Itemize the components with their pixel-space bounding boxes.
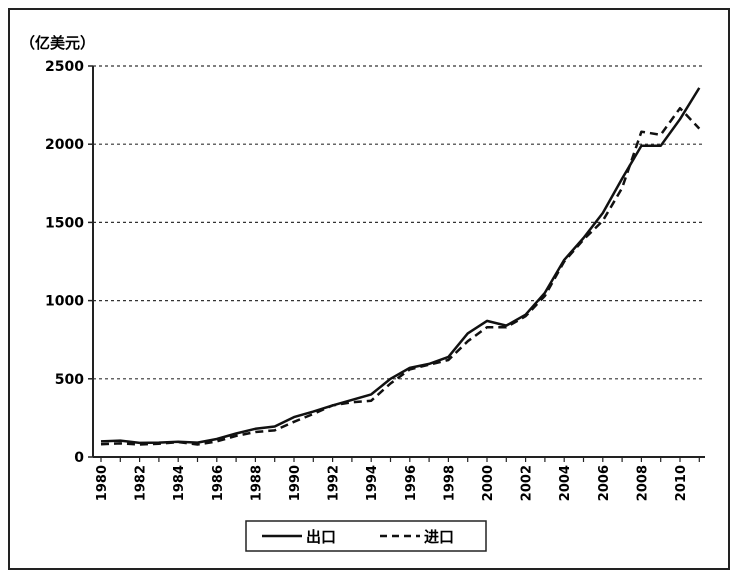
y-axis-unit-label: （亿美元）: [20, 34, 95, 52]
x-tick-label: 1982: [134, 465, 149, 501]
y-tick-label: 1500: [45, 215, 84, 231]
x-tick-label: 2008: [635, 465, 650, 501]
x-tick-label: 2002: [520, 465, 535, 501]
x-tick-label: 1984: [172, 465, 187, 501]
axes: [88, 65, 705, 462]
y-tick-labels: 0 500 1000 1500 2000 2500: [45, 59, 84, 466]
x-tick-labels: 1980 1982 1984 1986 1988 1990 1992 1994 1996 1998…: [95, 465, 689, 501]
x-tick-label: 2010: [674, 465, 689, 501]
y-tick-label: 500: [55, 372, 84, 388]
legend: 出口 进口: [245, 520, 487, 552]
series-lines: [100, 87, 701, 446]
y-tick-label: 2000: [45, 137, 84, 153]
x-tick-label: 1990: [288, 465, 303, 501]
x-tick-label: 1992: [327, 465, 342, 501]
y-tick-label: 1000: [45, 294, 84, 310]
x-tick-label: 1986: [211, 465, 226, 501]
y-tick-label: 2500: [45, 59, 84, 75]
legend-import-label: 进口: [424, 528, 454, 546]
legend-export-label: 出口: [306, 528, 336, 546]
chart-frame: [8, 8, 730, 570]
x-tick-label: 1988: [249, 465, 264, 501]
x-tick-label: 1996: [404, 465, 419, 501]
x-tick-label: 2000: [481, 465, 496, 501]
x-tick-label: 1994: [365, 465, 380, 501]
gridlines: [93, 65, 705, 380]
x-tick-label: 1980: [95, 465, 110, 501]
series-line-import: [100, 106, 701, 446]
series-line-export: [100, 87, 701, 445]
y-tick-label: 0: [74, 450, 84, 466]
x-tick-label: 2004: [558, 465, 573, 501]
x-tick-label: 2006: [597, 465, 612, 501]
x-tick-label: 1998: [442, 465, 457, 501]
